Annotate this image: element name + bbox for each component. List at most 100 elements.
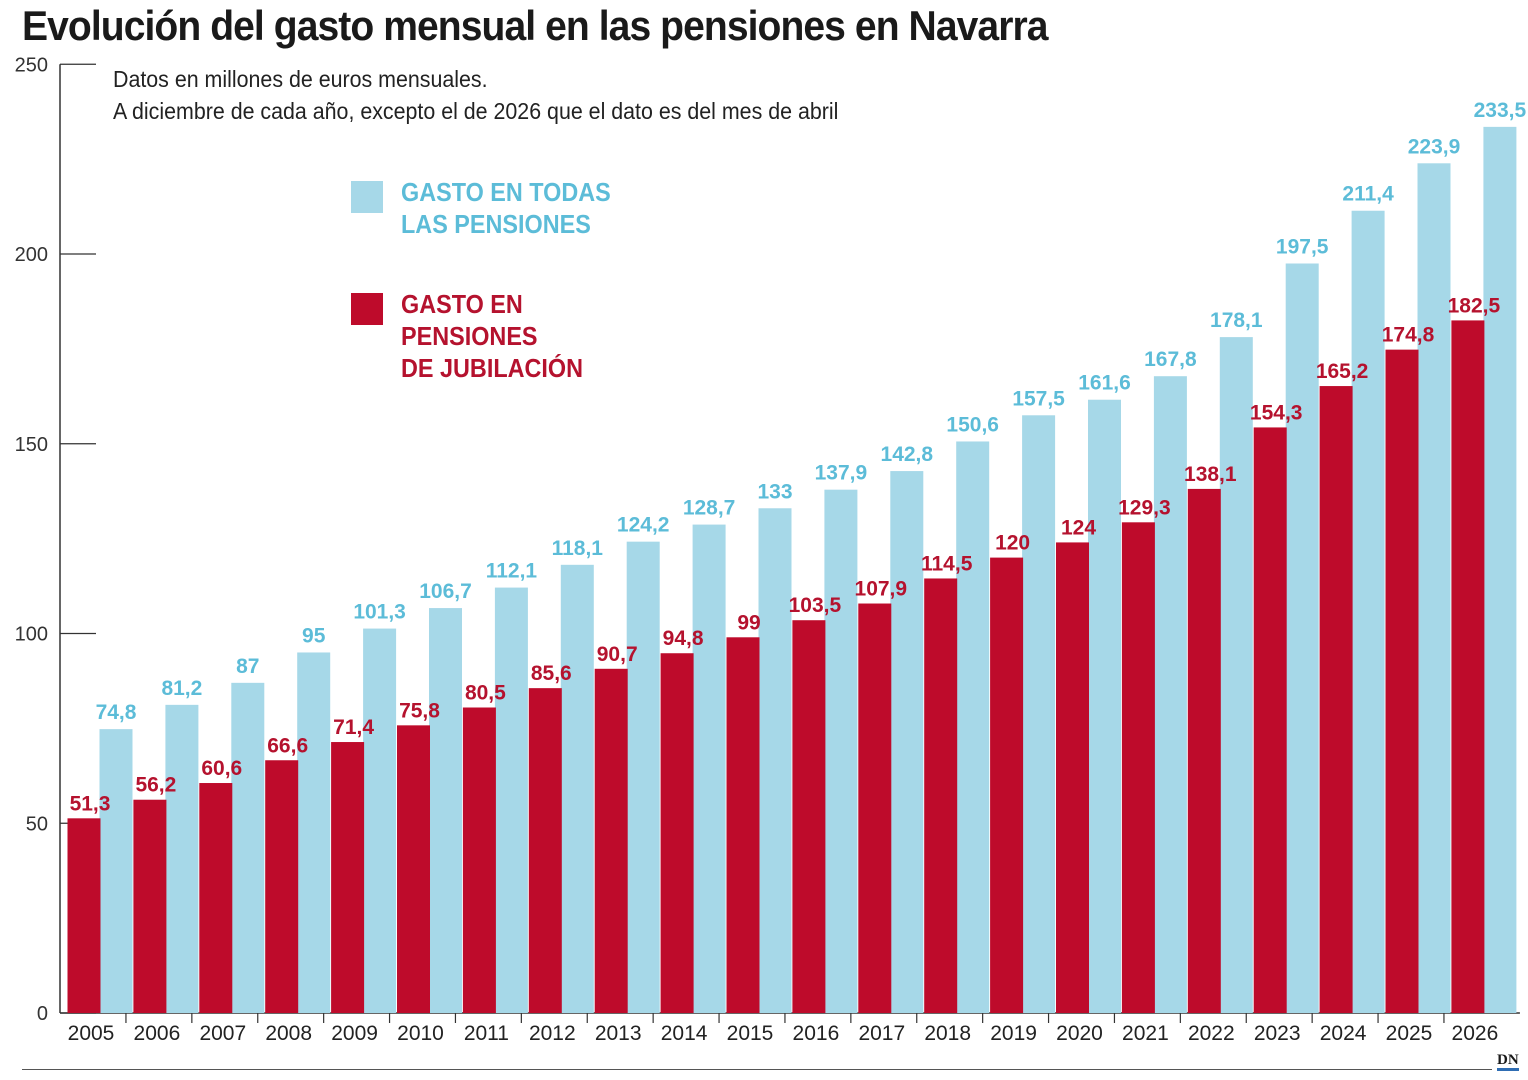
bar-all-pensions bbox=[1417, 163, 1451, 1013]
data-label-retirement: 80,5 bbox=[465, 682, 506, 705]
data-label-all-pensions: 223,9 bbox=[1408, 135, 1461, 158]
data-label-all-pensions: 118,1 bbox=[552, 537, 604, 560]
data-label-all-pensions: 233,5 bbox=[1474, 99, 1527, 122]
data-label-retirement: 124 bbox=[1061, 516, 1096, 539]
data-label-all-pensions: 150,6 bbox=[946, 413, 999, 436]
bar-all-pensions bbox=[626, 541, 660, 1013]
legend-label-all-pensions: GASTO EN TODAS LAS PENSIONES bbox=[401, 177, 611, 239]
x-tick-label: 2005 bbox=[68, 1022, 115, 1045]
data-label-all-pensions: 124,2 bbox=[617, 514, 670, 537]
x-tick-label: 2008 bbox=[265, 1022, 312, 1045]
y-tick-label: 250 bbox=[15, 54, 48, 76]
bar-all-pensions bbox=[758, 508, 792, 1013]
data-label-all-pensions: 81,2 bbox=[161, 677, 202, 700]
data-label-all-pensions: 197,5 bbox=[1276, 235, 1329, 258]
bar-retirement bbox=[462, 707, 496, 1013]
data-label-all-pensions: 211,4 bbox=[1342, 183, 1394, 206]
x-tick-label: 2014 bbox=[661, 1022, 708, 1045]
data-label-all-pensions: 74,8 bbox=[96, 701, 137, 724]
data-label-retirement: 66,6 bbox=[267, 734, 308, 757]
x-tick-label: 2015 bbox=[727, 1022, 774, 1045]
bar-retirement bbox=[1319, 386, 1353, 1013]
chart-title: Evolución del gasto mensual en las pensi… bbox=[22, 2, 1048, 49]
data-label-retirement: 129,3 bbox=[1118, 496, 1171, 519]
bar-all-pensions bbox=[429, 608, 462, 1013]
data-label-all-pensions: 133 bbox=[757, 480, 792, 503]
data-label-retirement: 103,5 bbox=[789, 594, 842, 617]
data-label-retirement: 99 bbox=[737, 611, 760, 634]
bar-retirement bbox=[331, 742, 365, 1013]
data-label-all-pensions: 101,3 bbox=[353, 601, 406, 624]
y-tick-label: 0 bbox=[37, 1003, 48, 1025]
bar-retirement bbox=[397, 725, 430, 1013]
bar-all-pensions bbox=[1088, 399, 1121, 1013]
data-label-all-pensions: 87 bbox=[236, 655, 259, 678]
bar-layer bbox=[67, 126, 1517, 1014]
bar-all-pensions bbox=[824, 489, 858, 1013]
legend-swatch-retirement bbox=[351, 293, 383, 325]
bar-all-pensions bbox=[560, 564, 594, 1013]
data-label-all-pensions: 167,8 bbox=[1144, 348, 1197, 371]
data-label-all-pensions: 178,1 bbox=[1210, 309, 1263, 332]
y-tick-label: 150 bbox=[15, 434, 48, 456]
bar-retirement bbox=[199, 783, 233, 1013]
x-tick-label: 2024 bbox=[1320, 1022, 1367, 1045]
y-tick-label: 50 bbox=[26, 813, 48, 835]
data-label-retirement: 60,6 bbox=[201, 757, 242, 780]
bar-retirement bbox=[990, 557, 1024, 1013]
bar-retirement bbox=[528, 688, 562, 1013]
bar-all-pensions bbox=[1022, 415, 1056, 1014]
data-label-all-pensions: 161,6 bbox=[1078, 372, 1131, 395]
x-tick-label: 2007 bbox=[199, 1022, 246, 1045]
data-label-retirement: 85,6 bbox=[531, 662, 572, 685]
x-tick-label: 2010 bbox=[397, 1022, 444, 1045]
x-tick-label: 2026 bbox=[1452, 1022, 1499, 1045]
x-tick-label: 2023 bbox=[1254, 1022, 1301, 1045]
data-label-all-pensions: 106,7 bbox=[419, 580, 472, 603]
bar-all-pensions bbox=[956, 441, 990, 1013]
x-tick-label: 2018 bbox=[924, 1022, 971, 1045]
x-tick-label: 2020 bbox=[1056, 1022, 1103, 1045]
bar-all-pensions bbox=[1483, 126, 1517, 1014]
data-label-retirement: 90,7 bbox=[597, 643, 638, 666]
data-label-retirement: 138,1 bbox=[1184, 463, 1237, 486]
footer-divider bbox=[22, 1069, 1492, 1070]
data-label-all-pensions: 112,1 bbox=[486, 560, 538, 583]
bar-retirement bbox=[792, 620, 826, 1013]
bar-all-pensions bbox=[1351, 210, 1385, 1013]
data-label-retirement: 114,5 bbox=[921, 552, 973, 575]
chart-subtitle-line-1: Datos en millones de euros mensuales. bbox=[113, 66, 488, 92]
data-label-retirement: 174,8 bbox=[1382, 324, 1435, 347]
data-label-retirement: 165,2 bbox=[1316, 360, 1369, 383]
bar-retirement bbox=[1385, 349, 1419, 1013]
bar-all-pensions bbox=[297, 652, 331, 1013]
legend-label-retirement: GASTO EN PENSIONES DE JUBILACIÓN bbox=[401, 289, 584, 383]
bar-all-pensions bbox=[99, 729, 133, 1013]
label-layer: 74,8 51,3 2005 81,2 56,2 2006 87 60,6 2007 95 66,6… bbox=[68, 99, 1527, 1045]
x-tick-label: 2009 bbox=[331, 1022, 378, 1045]
data-label-all-pensions: 95 bbox=[302, 624, 326, 647]
y-tick-label: 100 bbox=[15, 624, 48, 646]
data-label-retirement: 107,9 bbox=[855, 578, 908, 601]
bar-all-pensions bbox=[1153, 376, 1187, 1014]
data-label-all-pensions: 137,9 bbox=[815, 462, 868, 485]
x-tick-label: 2021 bbox=[1122, 1022, 1169, 1045]
x-tick-label: 2016 bbox=[793, 1022, 840, 1045]
x-tick-label: 2025 bbox=[1386, 1022, 1433, 1045]
bar-retirement bbox=[1056, 542, 1089, 1013]
bar-retirement bbox=[67, 818, 101, 1013]
bar-all-pensions bbox=[494, 587, 528, 1013]
data-label-retirement: 154,3 bbox=[1250, 401, 1303, 424]
bar-retirement bbox=[1253, 427, 1287, 1013]
bar-retirement bbox=[1187, 488, 1221, 1013]
x-tick-label: 2012 bbox=[529, 1022, 576, 1045]
data-label-all-pensions: 142,8 bbox=[881, 443, 934, 466]
bar-retirement bbox=[1451, 320, 1485, 1014]
bar-all-pensions bbox=[1219, 337, 1253, 1014]
data-label-retirement: 71,4 bbox=[333, 716, 374, 739]
x-tick-label: 2013 bbox=[595, 1022, 642, 1045]
data-label-retirement: 120 bbox=[995, 532, 1030, 555]
bar-retirement bbox=[594, 668, 628, 1013]
bar-retirement bbox=[1121, 522, 1155, 1013]
